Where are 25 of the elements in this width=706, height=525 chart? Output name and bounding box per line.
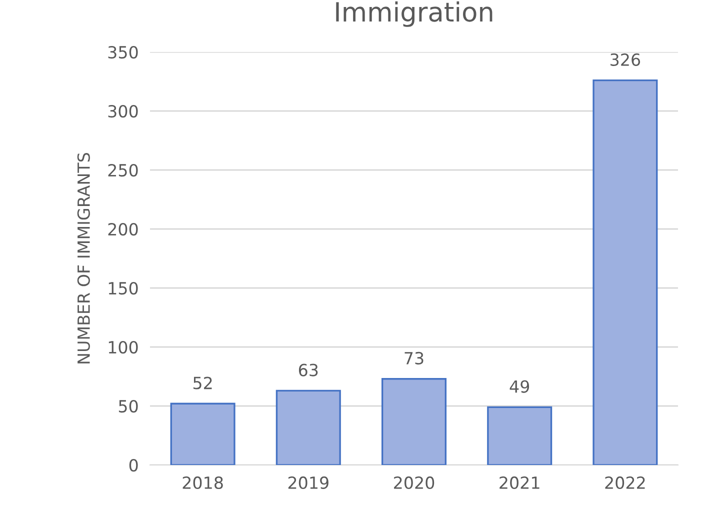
bar (487, 406, 552, 465)
data-label: 73 (404, 352, 424, 365)
y-tick-label: 100 (108, 340, 138, 354)
y-tick-label: 150 (108, 282, 138, 295)
data-label: 63 (298, 364, 318, 376)
x-tick-label: 2019 (288, 476, 328, 490)
bar (381, 378, 447, 465)
bar (276, 390, 341, 465)
x-tick-label: 2022 (605, 476, 645, 490)
y-tick-label: 50 (118, 400, 138, 413)
bar (170, 402, 236, 465)
data-label: 49 (510, 380, 530, 393)
y-tick-label: 350 (108, 46, 138, 59)
y-tick-label: 300 (108, 104, 138, 118)
x-tick-label: 2020 (394, 476, 434, 490)
y-tick-label: 0 (129, 458, 138, 472)
y-tick-label: 200 (108, 222, 138, 236)
chart-title: Immigration (336, 1, 492, 27)
data-label: 52 (193, 376, 212, 390)
y-tick-label: 250 (108, 164, 138, 177)
bar (592, 79, 658, 465)
y-axis-title: NUMBER OF IMMIGRANTS (77, 152, 90, 364)
data-label: 326 (610, 53, 640, 66)
x-tick-label: 2018 (182, 476, 223, 490)
x-tick-label: 2021 (500, 476, 540, 490)
